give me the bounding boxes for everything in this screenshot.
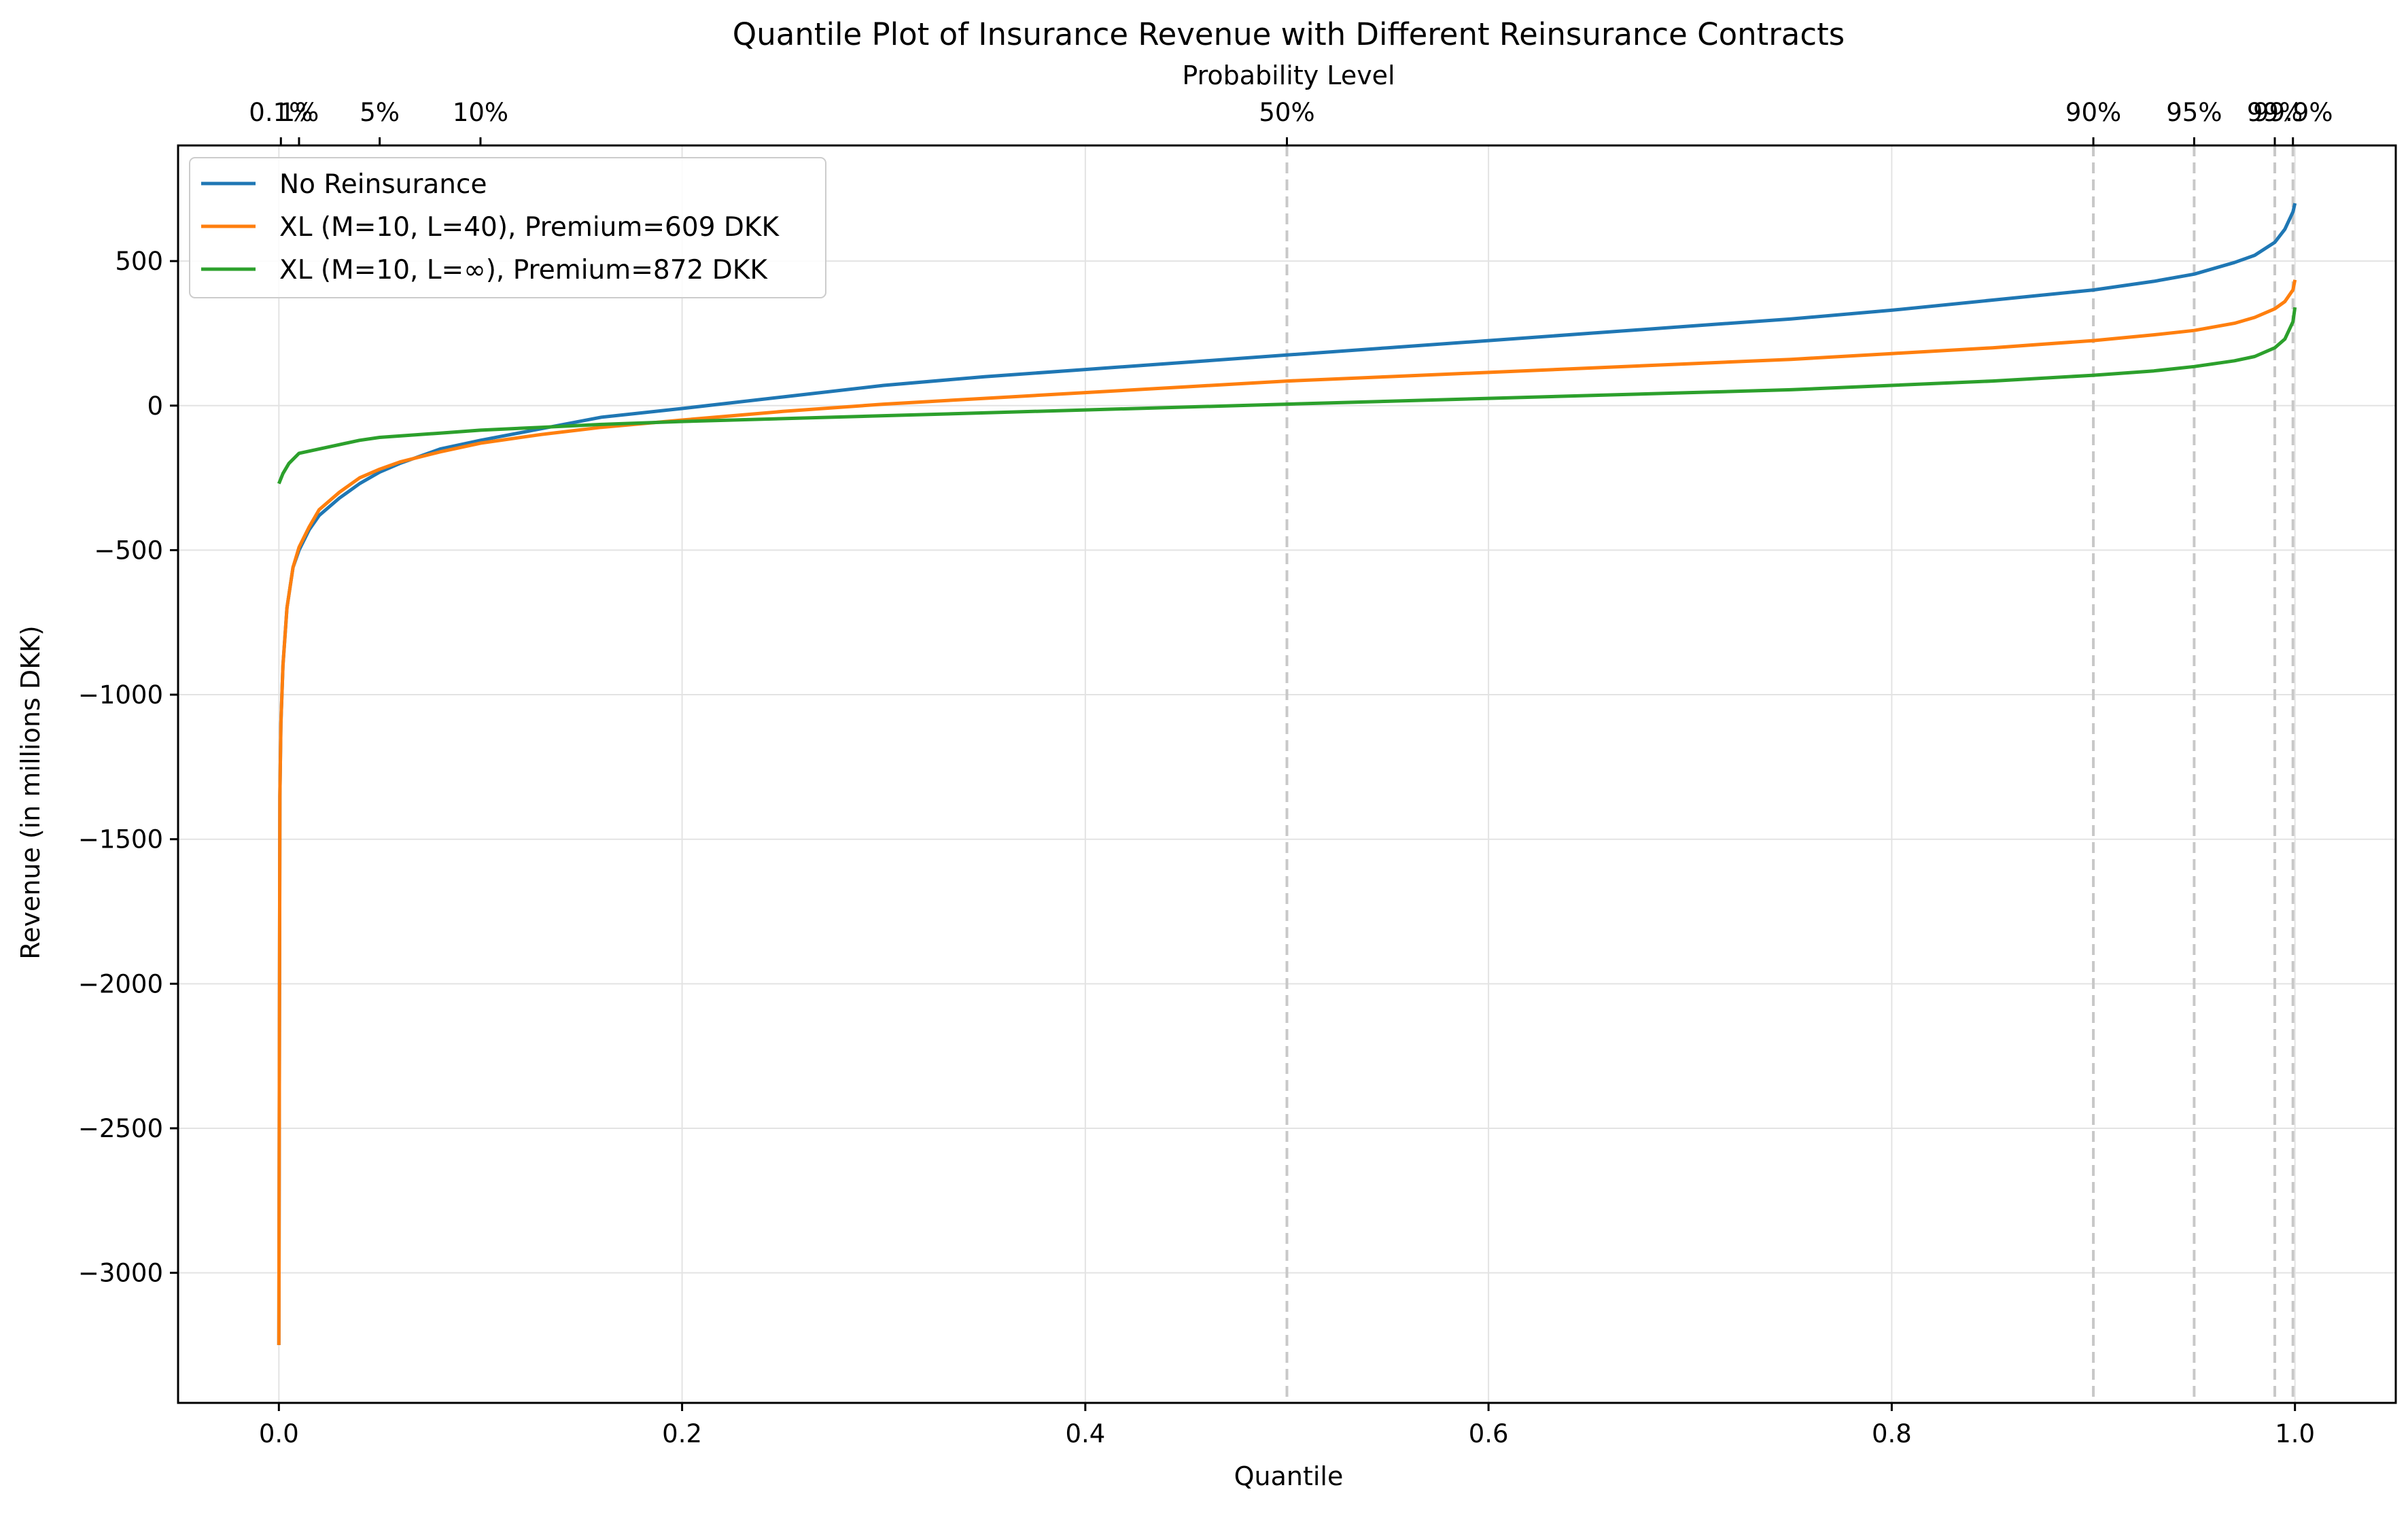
top-tick-label: 99% [2247,98,2303,127]
top-axis-label: Probability Level [1182,60,1395,90]
y-tick-label: −1500 [78,825,163,854]
legend-label: XL (M=10, L=40), Premium=609 DKK [279,212,780,243]
reference-lines-layer [1285,145,2294,1403]
x-tick-label: 0.8 [1872,1419,1912,1448]
y-tick-label: −3000 [78,1259,163,1288]
x-axis-label: Quantile [1234,1461,1344,1491]
axes-layer: 0.0 0.2 0.4 0.6 0.8 1.0 −3000 −2500 −2000 −1500 −1… [78,98,2397,1448]
y-tick-label: −1000 [78,680,163,710]
x-tick-label: 0.4 [1065,1419,1105,1448]
y-tick-label: 500 [115,247,163,276]
x-tick-label: 0.0 [259,1419,299,1448]
y-axis-label: Revenue (in millions DKK) [16,625,46,960]
x-tick-label: 1.0 [2275,1419,2315,1448]
top-tick-label: 1% [279,98,319,127]
legend-box [189,157,826,298]
x-tick-label: 0.6 [1469,1419,1509,1448]
legend-label: No Reinsurance [279,169,487,200]
legend-label: XL (M=10, L=∞), Premium=872 DKK [279,255,768,285]
chart-title: Quantile Plot of Insurance Revenue with … [733,16,1845,52]
y-tick-label: −2500 [78,1114,163,1143]
series-line [277,279,2297,1345]
top-tick-label: 99.9% [2253,98,2333,127]
top-tick-label: 50% [1259,98,1314,127]
y-tick-label: −500 [94,536,163,565]
series-line [277,307,2297,485]
top-tick-label: 10% [453,98,508,127]
x-tick-label: 0.2 [662,1419,702,1448]
series-layer [277,203,2297,1345]
y-tick-label: 0 [147,392,163,421]
top-tick-label: 5% [360,98,400,127]
legend: No Reinsurance XL (M=10, L=40), Premium=6… [189,157,826,298]
top-tick-label: 0.1% [249,98,313,127]
top-tick-label: 90% [2065,98,2121,127]
top-tick-label: 95% [2166,98,2222,127]
y-tick-label: −2000 [78,969,163,998]
